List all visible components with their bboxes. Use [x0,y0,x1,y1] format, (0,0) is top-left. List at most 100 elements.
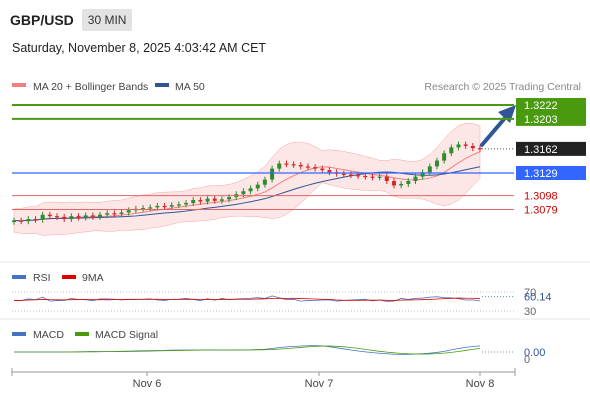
candle-body [370,176,375,178]
candle-body [205,198,210,202]
legend-swatch-ma20 [12,83,26,87]
candle-body [327,170,332,173]
candle-body [219,199,224,201]
last-level-1-3162-label-box [516,141,586,156]
x-tick-label: Nov 7 [305,378,334,390]
legend-label-ma20: MA 20 + Bollinger Bands [33,81,148,93]
support-level-1-3079-label: 1.3079 [524,205,558,217]
candle-body [83,215,88,218]
legend-swatch-rsi-9ma [62,275,76,279]
candle-body [169,205,174,207]
resistance-level-1-3203-label: 1.3203 [524,114,558,126]
candle-body [262,179,267,185]
candle-body [427,166,432,173]
candle-body [420,172,425,177]
resistance-level-1-3222-label: 1.3222 [524,100,558,112]
candle-body [305,166,310,168]
x-tick-label: Nov 8 [466,378,495,390]
resistance-level-1-3203-label-box [516,111,586,126]
forecast-arrow-shaft [480,116,507,147]
candle-body [277,163,282,169]
candle-body [176,204,181,206]
candle-body [320,168,325,171]
candle-body [399,183,404,186]
legend-label-ma50: MA 50 [175,81,205,93]
candle-body [291,164,296,166]
rsi-level-70-label: 70 [524,287,536,299]
rsi-last-label: 60.14 [524,292,552,304]
legend-label-rsi: RSI [33,272,51,284]
candle-body [227,197,232,200]
timeframe-badge[interactable]: 30 MIN [81,9,133,31]
macd-signal-line [14,345,481,355]
candle-body [126,210,131,213]
candle-body [40,214,45,220]
candle-body [148,207,153,209]
candle-body [391,181,396,186]
bollinger-band [13,123,481,236]
candle-body [55,216,60,218]
pivot-level-1-3129-label: 1.3129 [524,168,558,180]
candle-body [112,213,117,215]
candle-body [141,208,146,210]
source-credit: Research © 2025 Trading Central [424,81,581,93]
candle-body [313,167,318,169]
legend-label-macd-signal: MACD Signal [95,329,158,341]
candle-body [47,214,52,217]
candle-body [470,145,475,149]
candle-body [62,216,67,220]
legend-swatch-rsi [12,275,26,279]
candle-body [98,214,103,217]
candle-body [184,202,189,205]
candle-body [442,153,447,161]
candle-body [284,163,289,165]
candle-body [406,181,411,184]
candle-body [363,175,368,178]
candle-body [384,176,389,182]
pivot-level-1-3129-label-box [516,166,586,180]
candle-body [198,200,203,202]
candle-body [12,220,16,222]
candle-body [456,144,461,148]
legend-label-macd: MACD [33,329,64,341]
candle-body [341,173,346,175]
macd-last-label: 0.00 [524,347,545,359]
macd-zero-label: 0 [524,354,530,366]
candle-body [26,219,31,222]
legend-label-rsi-9ma: 9MA [82,272,104,284]
candle-body [191,200,196,203]
candle-body [255,184,260,189]
rsi-line [13,295,481,302]
legend-swatch-macd [12,332,26,336]
timestamp: Saturday, November 8, 2025 4:03:42 AM CE… [12,41,267,55]
candle-body [69,216,74,220]
candle-body [348,174,353,176]
chart-header: GBP/USD 30 MIN [10,9,133,31]
candle-body [413,176,418,182]
candle-body [162,205,167,208]
x-tick-label: Nov 6 [133,378,162,390]
candle-body [212,198,217,201]
candle-body [90,215,95,217]
legend-swatch-ma50 [155,83,169,87]
candle-body [155,205,160,208]
candle-body [356,175,361,177]
candle-body [119,212,124,214]
candle-body [449,147,454,154]
legend-swatch-macd-signal [75,332,89,336]
pair-title: GBP/USD [10,12,74,28]
candle-body [298,164,303,167]
candle-body [33,219,38,221]
candle-body [105,213,110,215]
rsi-level-30-label: 30 [524,306,536,318]
last-level-1-3162-label: 1.3162 [524,144,558,156]
support-level-1-3098-label: 1.3098 [524,191,558,203]
rsi-9ma-line [13,297,481,301]
candle-body [377,176,382,178]
candle-body [478,148,482,150]
candle-body [434,160,439,167]
candle-body [463,144,468,146]
candle-body [270,168,275,180]
candle-body [19,220,24,222]
